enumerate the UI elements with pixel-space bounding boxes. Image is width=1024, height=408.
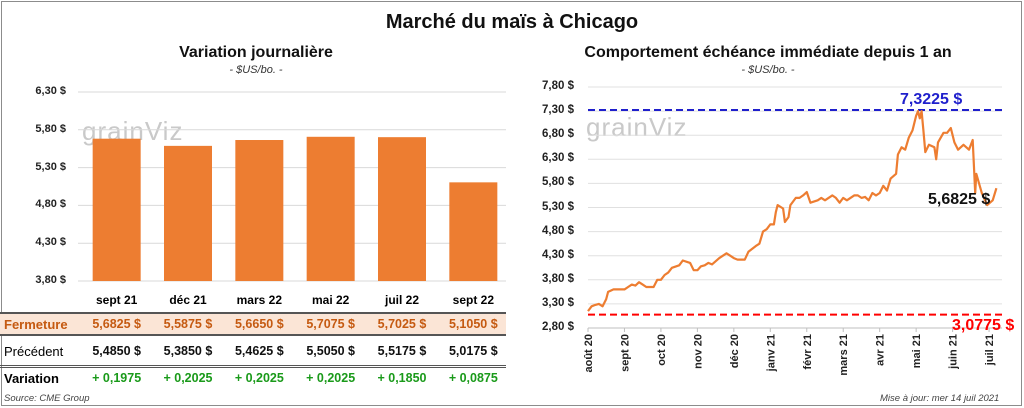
precedent-label: Précédent (4, 344, 64, 359)
y-tick-label: 5,30 $ (542, 200, 574, 213)
max-label: 7,3225 $ (900, 91, 963, 108)
precedent-cell: 5,3850 $ (163, 344, 213, 358)
x-tick-label: nov 20 (692, 334, 704, 369)
watermark-logo-2: grainViz (586, 112, 688, 142)
bar-chart-title: Variation journalière (179, 44, 333, 61)
precedent-cell: 5,5050 $ (306, 344, 355, 358)
category-label: mars 22 (236, 293, 283, 307)
line-chart-title: Comportement échéance immédiate depuis 1… (584, 44, 952, 61)
line-chart-unit: - $US/bo. - (741, 64, 795, 76)
x-tick-label: déc 20 (729, 334, 741, 368)
bar (378, 137, 426, 281)
category-label: déc 21 (169, 293, 207, 307)
y-tick-label: 3,80 $ (542, 272, 574, 285)
last-value-label: 5,6825 $ (928, 191, 991, 208)
fermeture-cell: 5,1050 $ (448, 317, 498, 331)
category-label: mai 22 (311, 293, 350, 307)
fermeture-row (0, 312, 506, 336)
bar-chart (78, 91, 506, 282)
y-tick-label: 4,80 $ (35, 198, 66, 211)
x-tick-label: juin 21 (948, 334, 960, 370)
x-tick-label: oct 20 (656, 334, 668, 366)
category-label: sept 22 (452, 293, 494, 307)
y-tick-label: 7,30 $ (542, 104, 574, 117)
variation-cell: + 0,1850 (377, 371, 427, 385)
price-line (587, 109, 998, 312)
y-tick-label: 5,80 $ (35, 122, 66, 135)
category-label: juil 22 (384, 293, 419, 307)
variation-cell: + 0,2025 (306, 371, 356, 385)
bar (92, 138, 141, 281)
bar (235, 140, 284, 281)
precedent-cell: 5,4850 $ (92, 344, 141, 358)
precedent-cell: 5,0175 $ (448, 344, 498, 358)
fermeture-cell: 5,7025 $ (377, 317, 427, 331)
x-tick-label: sept 20 (619, 334, 631, 372)
fermeture-label: Fermeture (4, 317, 68, 332)
fermeture-cell: 5,7075 $ (306, 317, 355, 331)
y-tick-label: 4,80 $ (542, 224, 574, 237)
variation-cell: + 0,0875 (448, 371, 498, 385)
y-tick-label: 5,30 $ (35, 160, 66, 173)
line-chart: août 20 sept 20 oct 20 nov 20 déc 20 janv 21 f… (583, 86, 1002, 376)
y-tick-label: 6,30 $ (35, 85, 66, 97)
y-tick-label: 4,30 $ (35, 236, 66, 249)
y-tick-label: 6,30 $ (542, 152, 574, 165)
bar (164, 145, 212, 281)
x-tick-label: mars 21 (838, 334, 850, 376)
bar (449, 182, 498, 281)
bar (306, 136, 355, 281)
table-divider (0, 365, 506, 368)
x-tick-label: févr 21 (802, 334, 814, 369)
y-tick-label: 3,80 $ (35, 274, 66, 286)
x-tick-label: août 20 (583, 334, 595, 373)
fermeture-cell: 5,6825 $ (92, 317, 141, 331)
main-title: Marché du maïs à Chicago (385, 11, 639, 33)
min-label: 3,0775 $ (952, 317, 1015, 334)
variation-label: Variation (4, 371, 59, 386)
y-tick-label: 2,80 $ (542, 321, 574, 333)
precedent-cell: 5,4625 $ (234, 344, 284, 358)
x-tick-label: mai 21 (911, 334, 923, 368)
y-tick-label: 5,80 $ (542, 176, 574, 189)
variation-cell: + 0,1975 (92, 371, 142, 385)
fermeture-cell: 5,5875 $ (163, 317, 213, 331)
category-label: sept 21 (95, 293, 138, 307)
x-tick-label: avr 21 (875, 334, 887, 366)
precedent-cell: 5,5175 $ (377, 344, 427, 358)
update-note: Mise à jour: mer 14 juil 2021 (880, 393, 1000, 404)
y-tick-label: 3,30 $ (542, 296, 574, 309)
x-tick-label: janv 21 (765, 334, 777, 372)
fermeture-cell: 5,6650 $ (234, 317, 284, 331)
y-tick-label: 6,80 $ (542, 128, 574, 141)
x-tick-label: juil 21 (984, 334, 996, 366)
y-tick-label: 7,80 $ (542, 80, 574, 92)
variation-cell: + 0,2025 (234, 371, 284, 385)
bar-chart-unit: - $US/bo. - (229, 64, 283, 76)
variation-cell: + 0,2025 (163, 371, 213, 385)
y-tick-label: 4,30 $ (542, 248, 574, 261)
source-note: Source: CME Group (4, 393, 90, 404)
